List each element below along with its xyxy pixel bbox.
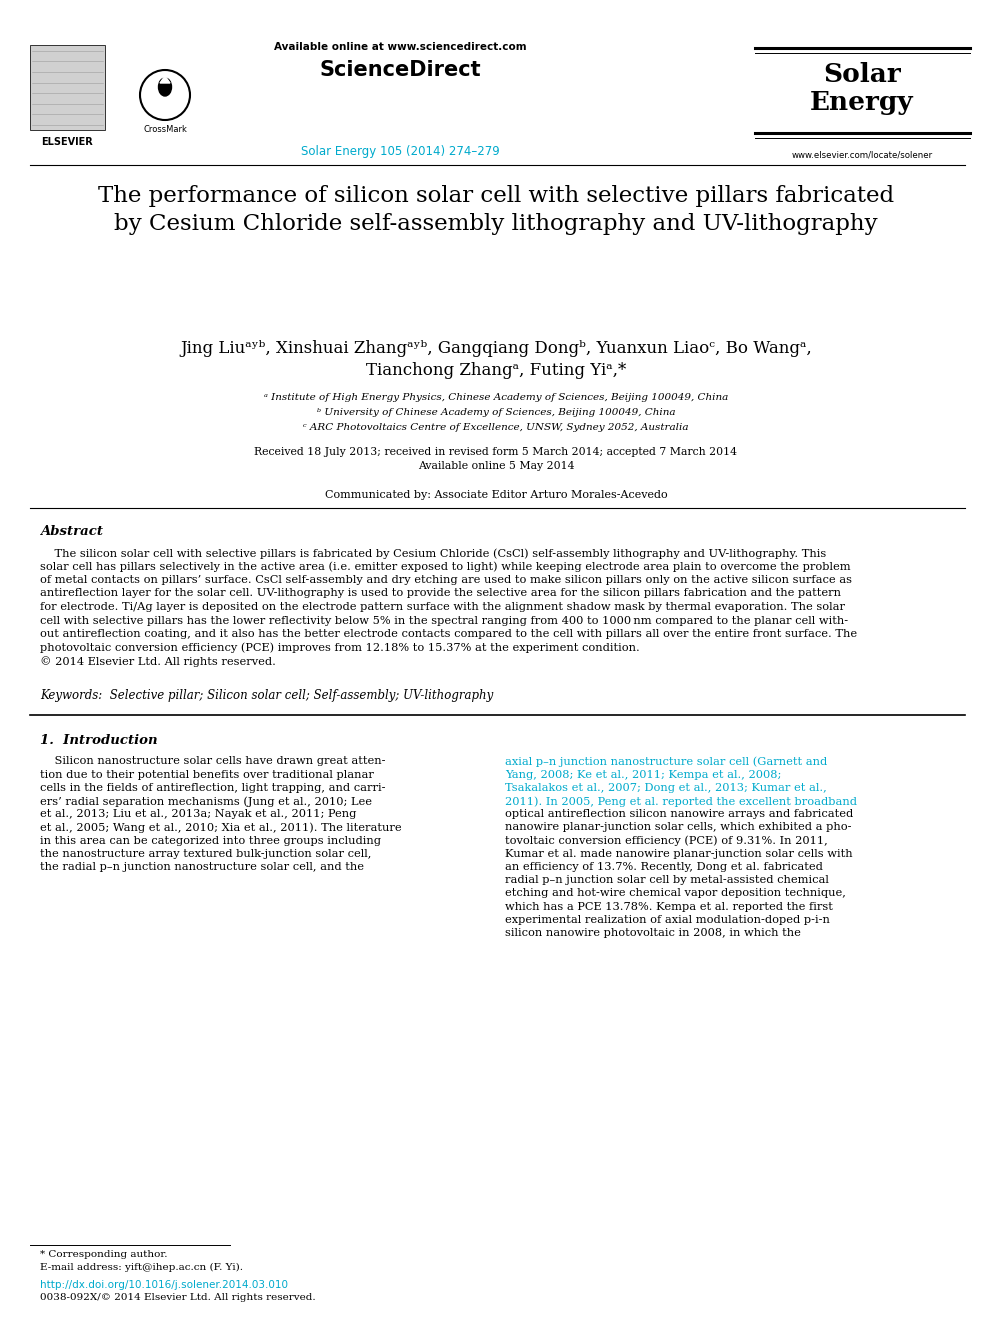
Text: 2011). In 2005, Peng et al. reported the excellent broadband: 2011). In 2005, Peng et al. reported the… xyxy=(505,796,857,807)
Text: Yang, 2008; Ke et al., 2011; Kempa et al., 2008;: Yang, 2008; Ke et al., 2011; Kempa et al… xyxy=(505,770,782,779)
Text: cells in the fields of antireflection, light trapping, and carri-: cells in the fields of antireflection, l… xyxy=(40,783,386,792)
Text: Available online at www.sciencedirect.com: Available online at www.sciencedirect.co… xyxy=(274,42,527,52)
Text: Jing Liuᵃʸᵇ, Xinshuai Zhangᵃʸᵇ, Gangqiang Dongᵇ, Yuanxun Liaoᶜ, Bo Wangᵃ,: Jing Liuᵃʸᵇ, Xinshuai Zhangᵃʸᵇ, Gangqian… xyxy=(181,340,811,357)
Text: Available online 5 May 2014: Available online 5 May 2014 xyxy=(418,460,574,471)
Text: E-mail address: yift@ihep.ac.cn (F. Yi).: E-mail address: yift@ihep.ac.cn (F. Yi). xyxy=(40,1263,243,1273)
Text: ᵃ Institute of High Energy Physics, Chinese Academy of Sciences, Beijing 100049,: ᵃ Institute of High Energy Physics, Chin… xyxy=(264,393,728,402)
Polygon shape xyxy=(160,75,170,83)
Text: Tianchong Zhangᵃ, Futing Yiᵃ,*: Tianchong Zhangᵃ, Futing Yiᵃ,* xyxy=(366,363,626,378)
Text: the radial p–n junction nanostructure solar cell, and the: the radial p–n junction nanostructure so… xyxy=(40,863,364,872)
Text: in this area can be categorized into three groups including: in this area can be categorized into thr… xyxy=(40,836,381,845)
Text: which has a PCE 13.78%. Kempa et al. reported the first: which has a PCE 13.78%. Kempa et al. rep… xyxy=(505,902,833,912)
Text: for electrode. Ti/Ag layer is deposited on the electrode pattern surface with th: for electrode. Ti/Ag layer is deposited … xyxy=(40,602,845,613)
Text: of metal contacts on pillars’ surface. CsCl self-assembly and dry etching are us: of metal contacts on pillars’ surface. C… xyxy=(40,576,852,585)
Text: tovoltaic conversion efficiency (PCE) of 9.31%. In 2011,: tovoltaic conversion efficiency (PCE) of… xyxy=(505,836,827,847)
Text: www.elsevier.com/locate/solener: www.elsevier.com/locate/solener xyxy=(792,149,932,159)
Text: Silicon nanostructure solar cells have drawn great atten-: Silicon nanostructure solar cells have d… xyxy=(40,757,386,766)
Text: Kumar et al. made nanowire planar-junction solar cells with: Kumar et al. made nanowire planar-juncti… xyxy=(505,849,853,859)
Text: Received 18 July 2013; received in revised form 5 March 2014; accepted 7 March 2: Received 18 July 2013; received in revis… xyxy=(255,447,737,456)
Text: 0038-092X/© 2014 Elsevier Ltd. All rights reserved.: 0038-092X/© 2014 Elsevier Ltd. All right… xyxy=(40,1293,315,1302)
Text: 1.  Introduction: 1. Introduction xyxy=(40,734,158,747)
Text: ᶜ ARC Photovoltaics Centre of Excellence, UNSW, Sydney 2052, Australia: ᶜ ARC Photovoltaics Centre of Excellence… xyxy=(304,423,688,433)
Text: the nanostructure array textured bulk-junction solar cell,: the nanostructure array textured bulk-ju… xyxy=(40,849,371,859)
Text: ᵇ University of Chinese Academy of Sciences, Beijing 100049, China: ᵇ University of Chinese Academy of Scien… xyxy=(316,407,676,417)
Text: etching and hot-wire chemical vapor deposition technique,: etching and hot-wire chemical vapor depo… xyxy=(505,889,846,898)
Text: cell with selective pillars has the lower reflectivity below 5% in the spectral : cell with selective pillars has the lowe… xyxy=(40,615,848,626)
Text: Tsakalakos et al., 2007; Dong et al., 2013; Kumar et al.,: Tsakalakos et al., 2007; Dong et al., 20… xyxy=(505,783,826,792)
Text: ELSEVIER: ELSEVIER xyxy=(42,138,93,147)
Text: Jing Liuᵃʸᵇ, Xinshuai Zhangᵃʸᵇ, Gangqiang Dongᵇ, Yuanxun Liaoᶜ, Bo Wangᵃ,: Jing Liuᵃʸᵇ, Xinshuai Zhangᵃʸᵇ, Gangqian… xyxy=(181,340,811,357)
Text: Keywords:  Selective pillar; Silicon solar cell; Self-assembly; UV-lithography: Keywords: Selective pillar; Silicon sola… xyxy=(40,689,493,703)
Text: Solar Energy 105 (2014) 274–279: Solar Energy 105 (2014) 274–279 xyxy=(301,146,499,157)
Text: radial p–n junction solar cell by metal-assisted chemical: radial p–n junction solar cell by metal-… xyxy=(505,876,829,885)
Text: The performance of silicon solar cell with selective pillars fabricated: The performance of silicon solar cell wi… xyxy=(98,185,894,206)
Text: Communicated by: Associate Editor Arturo Morales-Acevedo: Communicated by: Associate Editor Arturo… xyxy=(324,490,668,500)
Text: http://dx.doi.org/10.1016/j.solener.2014.03.010: http://dx.doi.org/10.1016/j.solener.2014… xyxy=(40,1279,288,1290)
Text: axial p–n junction nanostructure solar cell (Garnett and: axial p–n junction nanostructure solar c… xyxy=(505,757,827,767)
Text: The silicon solar cell with selective pillars is fabricated by Cesium Chloride (: The silicon solar cell with selective pi… xyxy=(40,548,826,558)
Text: nanowire planar-junction solar cells, which exhibited a pho-: nanowire planar-junction solar cells, wh… xyxy=(505,823,851,832)
Text: tion due to their potential benefits over traditional planar: tion due to their potential benefits ove… xyxy=(40,770,374,779)
Text: optical antireflection silicon nanowire arrays and fabricated: optical antireflection silicon nanowire … xyxy=(505,810,853,819)
Text: ers’ radial separation mechanisms (Jung et al., 2010; Lee: ers’ radial separation mechanisms (Jung … xyxy=(40,796,372,807)
Text: Energy: Energy xyxy=(810,90,914,115)
Text: ScienceDirect: ScienceDirect xyxy=(319,60,481,79)
Text: Solar: Solar xyxy=(823,62,901,87)
Text: experimental realization of axial modulation-doped p-i-n: experimental realization of axial modula… xyxy=(505,916,830,925)
Text: out antireflection coating, and it also has the better electrode contacts compar: out antireflection coating, and it also … xyxy=(40,628,857,639)
Ellipse shape xyxy=(159,78,172,97)
Text: an efficiency of 13.7%. Recently, Dong et al. fabricated: an efficiency of 13.7%. Recently, Dong e… xyxy=(505,863,823,872)
Text: et al., 2013; Liu et al., 2013a; Nayak et al., 2011; Peng: et al., 2013; Liu et al., 2013a; Nayak e… xyxy=(40,810,356,819)
Text: antireflection layer for the solar cell. UV-lithography is used to provide the s: antireflection layer for the solar cell.… xyxy=(40,589,841,598)
Text: * Corresponding author.: * Corresponding author. xyxy=(40,1250,168,1259)
Text: silicon nanowire photovoltaic in 2008, in which the: silicon nanowire photovoltaic in 2008, i… xyxy=(505,929,801,938)
Text: © 2014 Elsevier Ltd. All rights reserved.: © 2014 Elsevier Ltd. All rights reserved… xyxy=(40,656,276,667)
Text: by Cesium Chloride self-assembly lithography and UV-lithography: by Cesium Chloride self-assembly lithogr… xyxy=(114,213,878,235)
Polygon shape xyxy=(157,99,173,111)
Text: photovoltaic conversion efficiency (PCE) improves from 12.18% to 15.37% at the e: photovoltaic conversion efficiency (PCE)… xyxy=(40,643,640,654)
Text: et al., 2005; Wang et al., 2010; Xia et al., 2011). The literature: et al., 2005; Wang et al., 2010; Xia et … xyxy=(40,823,402,833)
Text: solar cell has pillars selectively in the active area (i.e. emitter exposed to l: solar cell has pillars selectively in th… xyxy=(40,561,850,572)
Text: Abstract: Abstract xyxy=(40,525,103,538)
FancyBboxPatch shape xyxy=(30,45,105,130)
Text: CrossMark: CrossMark xyxy=(143,124,186,134)
